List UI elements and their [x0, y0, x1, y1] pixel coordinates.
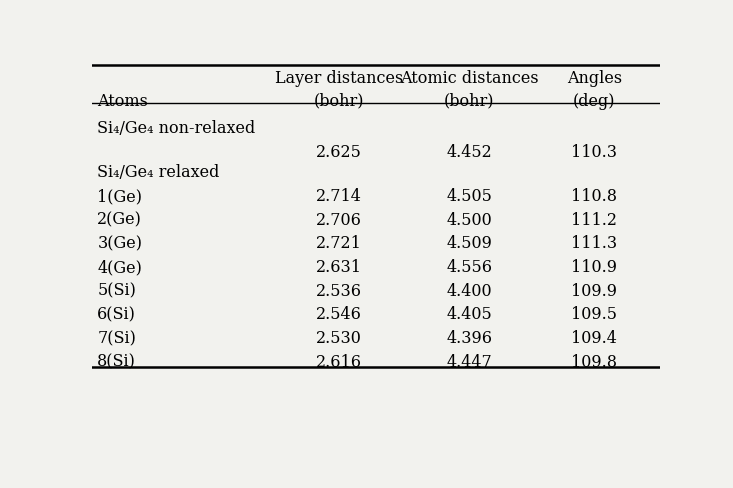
Text: 2.546: 2.546 — [316, 306, 361, 323]
Text: 6(Si): 6(Si) — [97, 306, 136, 323]
Text: 4.405: 4.405 — [446, 306, 493, 323]
Text: Angles: Angles — [567, 70, 622, 87]
Text: Si₄/Ge₄ relaxed: Si₄/Ge₄ relaxed — [97, 163, 220, 181]
Text: 110.8: 110.8 — [571, 188, 617, 205]
Text: 110.3: 110.3 — [571, 144, 617, 161]
Text: 4(Ge): 4(Ge) — [97, 259, 142, 276]
Text: 1(Ge): 1(Ge) — [97, 188, 142, 205]
Text: 109.9: 109.9 — [571, 282, 617, 299]
Text: Atoms: Atoms — [97, 92, 148, 109]
Text: 111.3: 111.3 — [571, 235, 617, 252]
Text: 109.4: 109.4 — [572, 329, 617, 346]
Text: 2.721: 2.721 — [316, 235, 361, 252]
Text: 109.8: 109.8 — [571, 353, 617, 370]
Text: 4.400: 4.400 — [446, 282, 492, 299]
Text: (bohr): (bohr) — [314, 92, 364, 109]
Text: Layer distances: Layer distances — [275, 70, 403, 87]
Text: 4.556: 4.556 — [446, 259, 493, 276]
Text: 4.396: 4.396 — [446, 329, 493, 346]
Text: 110.9: 110.9 — [571, 259, 617, 276]
Text: 2.714: 2.714 — [316, 188, 361, 205]
Text: (deg): (deg) — [573, 92, 616, 109]
Text: 5(Si): 5(Si) — [97, 282, 136, 299]
Text: 7(Si): 7(Si) — [97, 329, 136, 346]
Text: 2.625: 2.625 — [316, 144, 361, 161]
Text: 2.616: 2.616 — [316, 353, 362, 370]
Text: 4.505: 4.505 — [446, 188, 493, 205]
Text: 109.5: 109.5 — [571, 306, 617, 323]
Text: 4.500: 4.500 — [446, 211, 493, 228]
Text: Atomic distances: Atomic distances — [400, 70, 539, 87]
Text: 2(Ge): 2(Ge) — [97, 211, 142, 228]
Text: 111.2: 111.2 — [571, 211, 617, 228]
Text: 2.631: 2.631 — [316, 259, 362, 276]
Text: 4.452: 4.452 — [446, 144, 493, 161]
Text: 4.509: 4.509 — [446, 235, 493, 252]
Text: 2.706: 2.706 — [316, 211, 361, 228]
Text: 2.530: 2.530 — [316, 329, 361, 346]
Text: 3(Ge): 3(Ge) — [97, 235, 142, 252]
Text: 4.447: 4.447 — [446, 353, 493, 370]
Text: 2.536: 2.536 — [316, 282, 362, 299]
Text: (bohr): (bohr) — [444, 92, 495, 109]
Text: Si₄/Ge₄ non-relaxed: Si₄/Ge₄ non-relaxed — [97, 120, 256, 137]
Text: 8(Si): 8(Si) — [97, 353, 136, 370]
